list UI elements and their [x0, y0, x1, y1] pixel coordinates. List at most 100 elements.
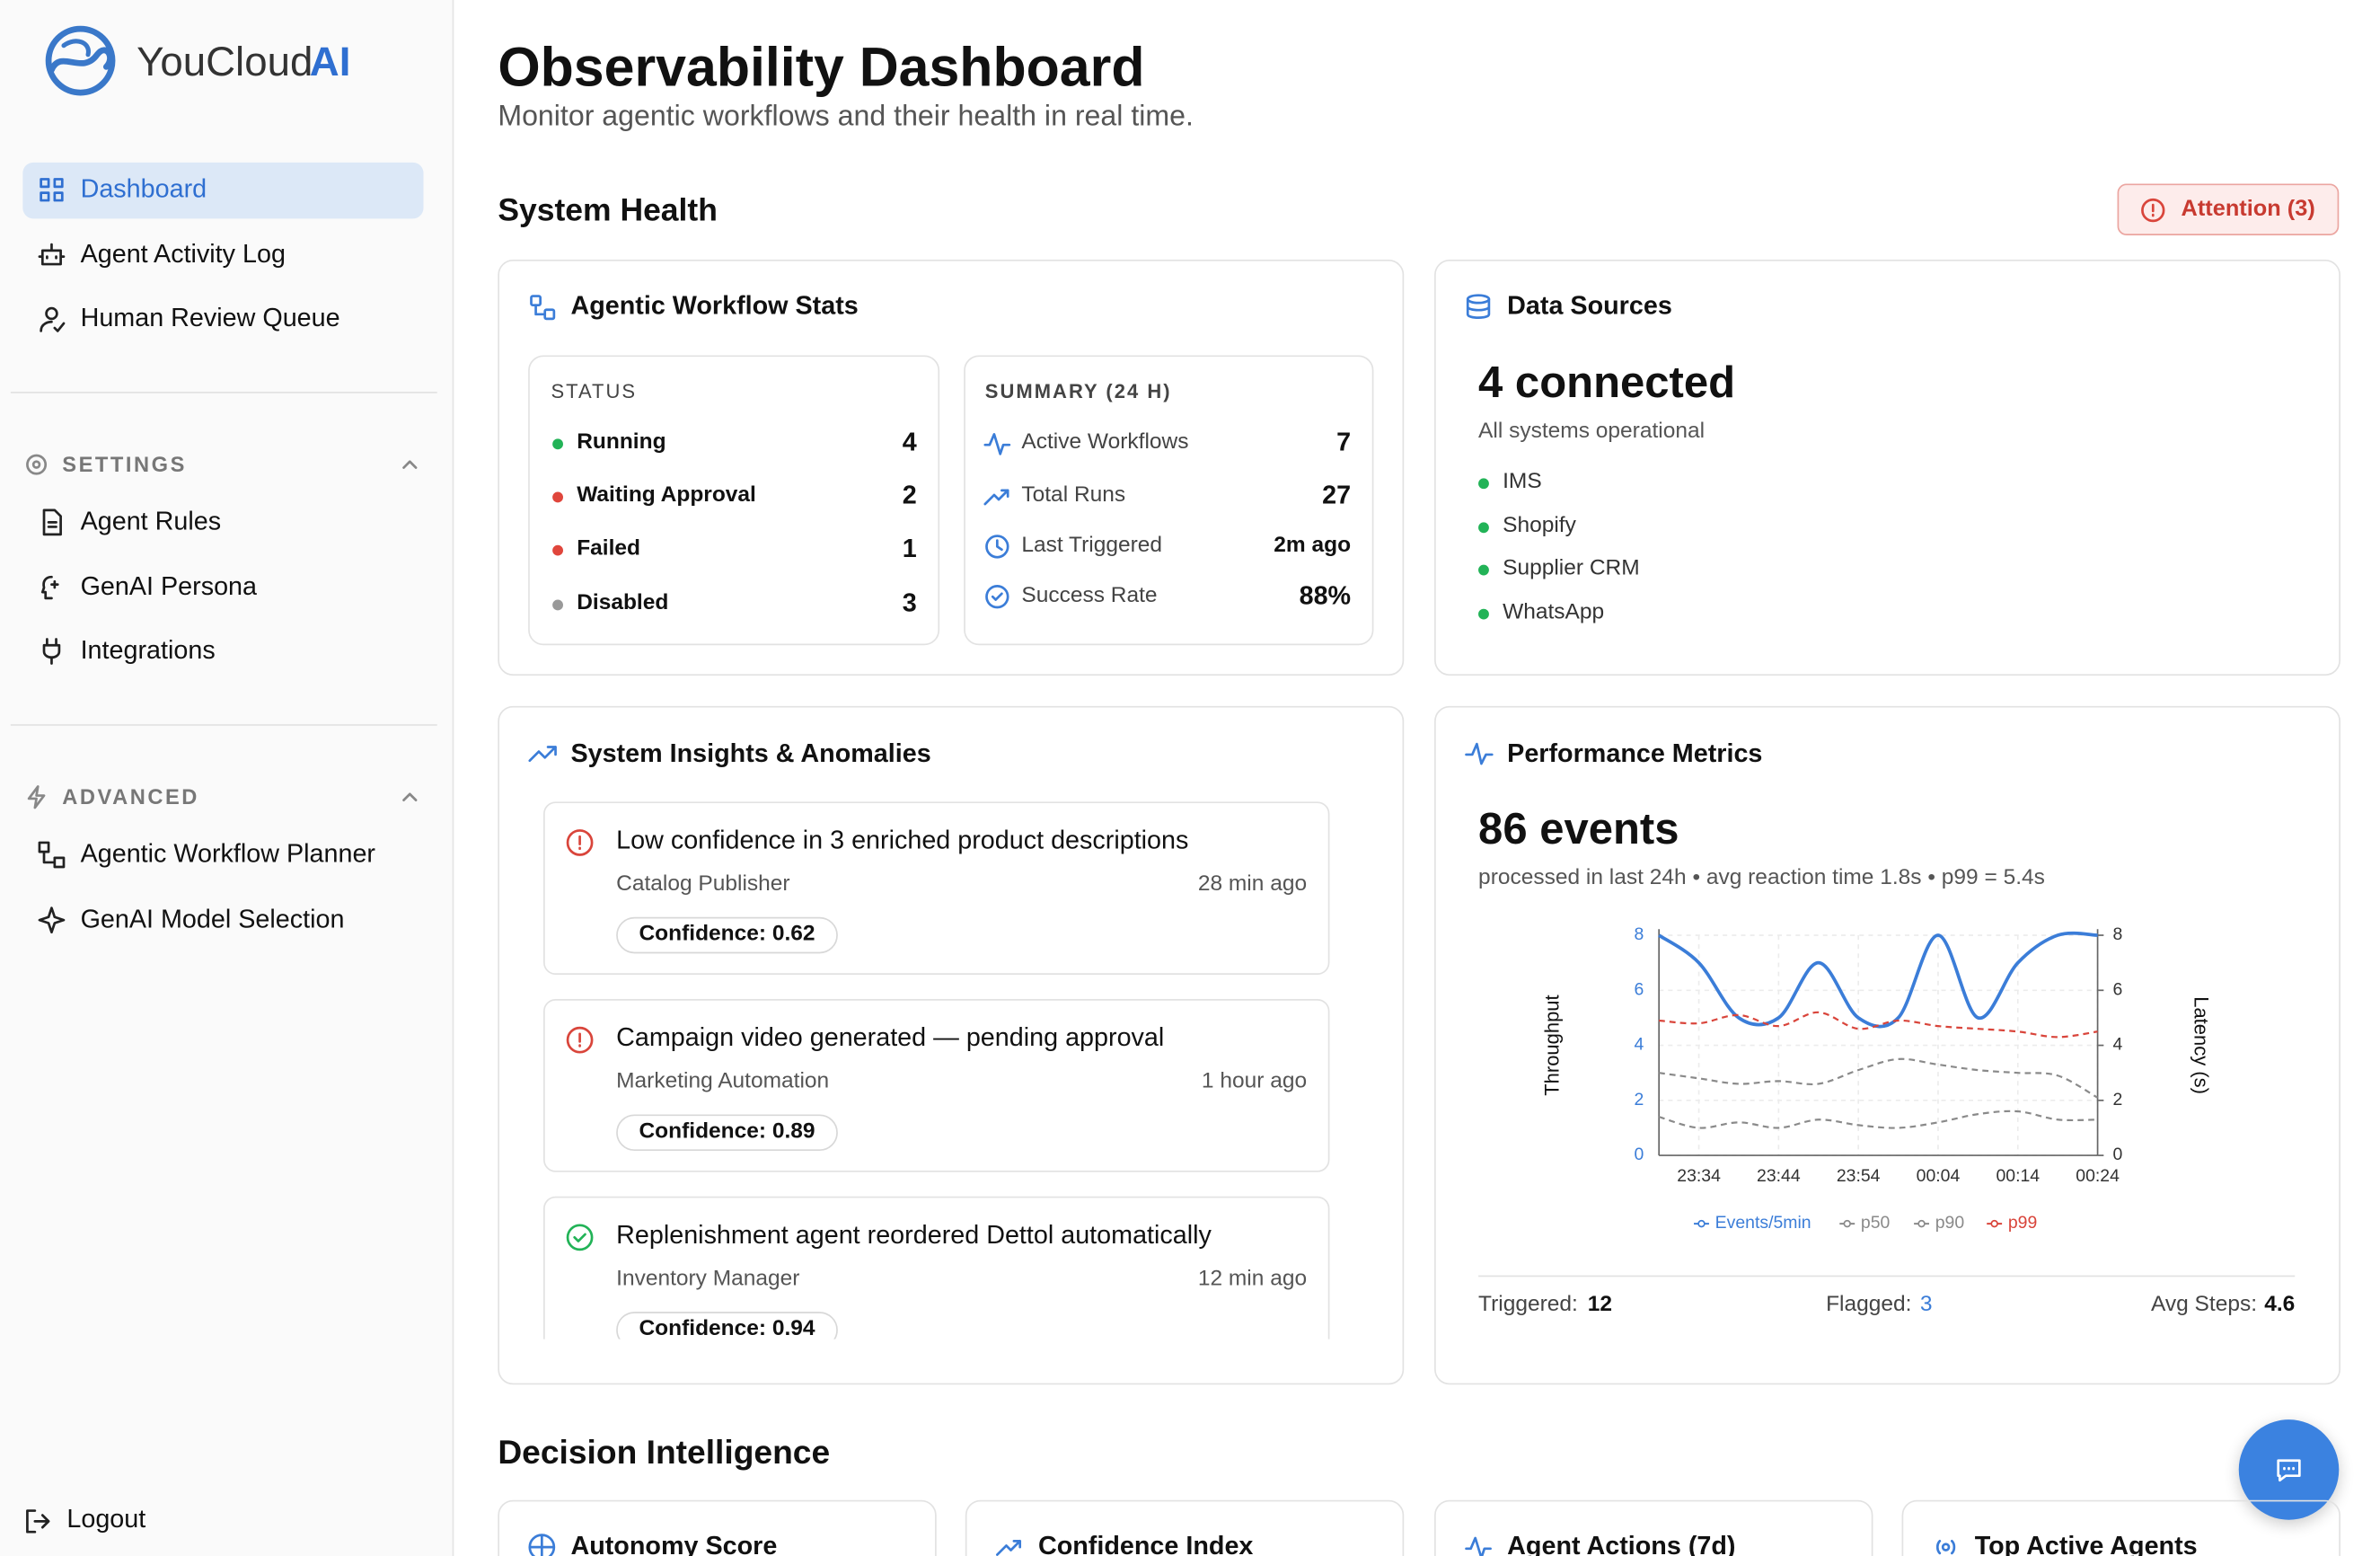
headline: 4 connected [1478, 358, 1736, 408]
insight-icon [566, 829, 594, 856]
section-heading: Decision Intelligence [498, 1433, 831, 1472]
logout[interactable]: Logout [66, 1504, 146, 1534]
settings-icon [26, 454, 48, 475]
insight-item[interactable] [543, 801, 1330, 975]
nav-icon [42, 508, 62, 536]
nav-item[interactable]: Agentic Workflow Planner [80, 839, 376, 869]
nav-item[interactable]: Integrations [80, 635, 216, 665]
source-dot [1477, 477, 1489, 489]
nav-icon [38, 906, 66, 934]
confidence-label: Confidence: 0.94 [639, 1316, 815, 1339]
status-label: Waiting Approval [577, 482, 756, 508]
pulse-icon [1465, 742, 1494, 765]
summary-icon [985, 535, 1009, 559]
source-dot [1477, 563, 1489, 575]
nav-item[interactable]: GenAI Model Selection [80, 904, 345, 934]
metric-card [1434, 1499, 1873, 1556]
insight-item[interactable] [543, 1196, 1330, 1339]
card-icon [1465, 1536, 1492, 1556]
divider [1478, 1275, 2296, 1278]
advanced-icon [27, 785, 46, 809]
source-dot [1477, 521, 1489, 533]
insight-source: Marketing Automation [616, 1069, 830, 1094]
nav-item[interactable]: Agent Rules [80, 507, 222, 536]
card-icon [528, 1534, 556, 1556]
nav-icon [42, 638, 61, 665]
section-title[interactable]: SETTINGS [62, 451, 187, 476]
note: All systems operational [1478, 419, 1706, 444]
nav-item[interactable]: GenAI Persona [80, 571, 258, 601]
trend-icon [528, 746, 557, 763]
confidence-pill [616, 1312, 838, 1339]
metric-card [498, 1499, 937, 1556]
card-title: Agentic Workflow Stats [570, 291, 859, 321]
card-title: Confidence Index [1037, 1531, 1254, 1556]
status-label: Disabled [577, 590, 669, 615]
insight-title: Replenishment agent reordered Dettol aut… [616, 1220, 1212, 1250]
box-title: SUMMARY (24 H) [984, 379, 1172, 403]
database-icon [1466, 294, 1491, 319]
summary-label: Total Runs [1021, 482, 1126, 508]
metric-card [965, 1499, 1405, 1556]
attention-button[interactable] [2117, 183, 2340, 235]
stat-label: Triggered: [1478, 1292, 1578, 1317]
stat-value: 3 [1919, 1292, 1933, 1317]
summary-value: 2m ago [1274, 533, 1352, 558]
status-label: Failed [577, 536, 641, 561]
stat-value: 12 [1587, 1292, 1613, 1317]
source-name: Shopify [1503, 513, 1576, 538]
chevron[interactable] [401, 457, 419, 473]
insight-icon [566, 1224, 594, 1251]
status-value: 2 [902, 481, 917, 510]
insight-item[interactable] [543, 999, 1330, 1172]
nav-item[interactable]: Agent Activity Log [80, 239, 286, 269]
insight-time: 1 hour ago [1201, 1069, 1308, 1094]
card-title: Agent Actions (7d) [1507, 1531, 1736, 1556]
logout-icon[interactable] [24, 1507, 51, 1534]
card [498, 705, 1405, 1385]
summary-value: 7 [1336, 428, 1352, 457]
summary-value: 27 [1322, 481, 1352, 510]
nav-item[interactable]: Dashboard [80, 174, 207, 204]
nav-icon [38, 243, 66, 266]
summary-label: Active Workflows [1021, 429, 1189, 455]
status-dot [551, 598, 563, 610]
insight-source: Catalog Publisher [616, 871, 790, 897]
insight-title: Low confidence in 3 enriched product des… [616, 826, 1189, 855]
insight-time: 28 min ago [1197, 871, 1308, 897]
summary-icon [983, 432, 1011, 455]
confidence-label: Confidence: 0.89 [639, 1119, 815, 1145]
nav-item[interactable]: Human Review Queue [80, 303, 340, 332]
status-value: 1 [902, 534, 917, 563]
insight-source: Inventory Manager [616, 1266, 800, 1292]
summary-icon [983, 489, 1009, 506]
brand-accent: AI [309, 39, 351, 85]
brand-name: YouCloud [137, 39, 313, 85]
page-subtitle: Monitor agentic workflows and their heal… [498, 101, 1194, 134]
summary-label: Success Rate [1021, 583, 1158, 608]
card-title: Data Sources [1507, 291, 1672, 321]
insight-time: 12 min ago [1197, 1266, 1308, 1292]
nav-icon [40, 575, 59, 600]
nav-active-bg [22, 162, 424, 219]
insight-icon [566, 1026, 594, 1054]
summary-value: 88% [1299, 580, 1352, 611]
chat-icon [2277, 1459, 2301, 1482]
status-label: Running [577, 429, 666, 455]
source-name: WhatsApp [1503, 600, 1605, 625]
confidence-pill [616, 1114, 838, 1152]
nav-icon [38, 841, 66, 869]
section-title[interactable]: ADVANCED [62, 784, 199, 809]
chevron[interactable] [401, 790, 419, 805]
sidebar [0, 0, 454, 1556]
summary-icon [985, 584, 1009, 609]
card-title: Performance Metrics [1507, 738, 1763, 768]
status-dot [551, 491, 563, 502]
status-dot [551, 438, 563, 449]
source-name: IMS [1503, 469, 1542, 494]
headline: 86 events [1478, 805, 1679, 854]
status-value: 4 [902, 428, 917, 457]
status-dot [551, 544, 563, 555]
attention-label[interactable]: Attention (3) [2181, 196, 2315, 222]
